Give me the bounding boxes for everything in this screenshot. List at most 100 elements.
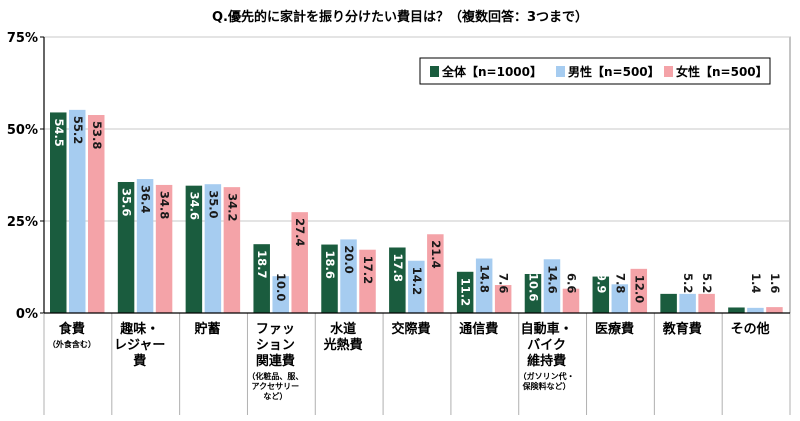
bar [340,239,357,313]
bar [698,293,715,313]
bar [728,307,745,313]
legend-label: 女性【n=500】 [676,64,768,79]
data-label: 34.6 [187,192,201,220]
bar [524,273,542,313]
bar [660,293,677,313]
x-tick-label: その他 [731,321,770,337]
bar [543,259,561,313]
bar [475,258,493,313]
bar [155,184,173,313]
y-tick-label: 50% [7,123,38,138]
bar [747,307,764,313]
bar [291,212,308,313]
bar [50,112,67,313]
data-label: 1.4 [749,273,763,293]
data-label: 17.8 [391,253,405,281]
x-tick-note: （化粧品、服、 [247,371,303,381]
data-label: 27.4 [293,218,307,246]
data-label: 10.6 [526,273,540,301]
y-tick-label: 25% [7,215,38,230]
x-tick-note: アクセサリー [252,381,300,391]
x-tick-label: 食費 [59,321,85,337]
data-label: 35.0 [206,190,220,218]
x-tick-label: 趣味・ [119,321,159,337]
x-tick-label: ション [256,338,295,353]
data-label: 5.2 [681,273,695,293]
x-tick-label: バイク [527,338,566,353]
bar [253,244,270,313]
legend-label: 男性【n=500】 [568,64,660,79]
data-label: 11.2 [459,278,473,306]
bar [679,293,696,313]
data-label: 14.2 [410,267,424,295]
legend-box [419,57,771,85]
bar [766,307,783,313]
data-label: 17.2 [361,256,375,284]
x-tick-label: 自動車・ [521,321,573,337]
data-label: 14.6 [545,265,559,293]
bar [408,260,425,313]
x-tick-label: 貯蓄 [195,321,221,337]
x-tick-label: 光熱費 [323,337,363,353]
x-tick-label: 費 [133,353,146,369]
legend-label: 全体【n=1000】 [441,64,542,79]
data-label: 9.9 [594,273,608,293]
x-tick-label: 教育費 [662,321,702,337]
bar [456,271,474,313]
y-tick-label: 0% [16,307,38,322]
bar [272,276,289,313]
bar [223,187,241,313]
data-label: 21.4 [429,240,443,268]
legend-swatch [664,66,673,77]
x-tick-label: 関連費 [256,353,295,369]
data-label: 7.6 [497,273,511,293]
x-tick-label: レジャー [114,338,165,353]
legend-swatch [556,66,565,77]
data-label: 55.2 [71,116,85,144]
y-tick-label: 75% [7,31,38,46]
bar [562,288,580,313]
x-tick-label: 維持費 [527,353,566,369]
bar [592,276,610,313]
data-label: 12.0 [632,275,646,303]
bar [427,234,444,313]
data-label: 10.0 [274,273,288,301]
bar [117,181,135,313]
bar [88,115,105,314]
bar [611,284,629,313]
legend: 全体【n=1000】 男性【n=500】 女性【n=500】 [419,57,771,85]
x-tick-note: など） [263,391,287,401]
data-label: 35.6 [120,188,134,216]
data-label: 53.8 [90,121,104,149]
bar [630,268,648,313]
data-label: 1.6 [768,273,782,293]
x-tick-label: 水道 [330,321,356,337]
x-tick-label: 通信費 [459,321,498,337]
data-label: 1.5 [730,273,744,293]
bar [204,184,222,313]
bars: 54.5 55.2 53.8 35.6 36.4 34.8 34.6 35.0 34.2 18.7… [50,109,783,314]
x-tick-label: 医療費 [595,321,634,337]
data-label: 5.2 [662,273,676,293]
x-tick-label: ファッ [256,322,295,337]
data-label: 34.8 [158,191,172,219]
data-label: 36.4 [139,185,153,213]
data-label: 18.6 [323,251,337,279]
data-label: 54.5 [52,118,66,146]
data-label: 7.8 [613,273,627,293]
legend-swatch [430,66,439,77]
x-tick-note: （外食含む） [48,339,96,349]
bar [321,244,338,313]
x-tick-note: 保険料など） [522,381,571,391]
data-label: 20.0 [342,245,356,273]
bar [136,179,154,313]
x-tick-label: 交際費 [391,321,430,337]
bar [389,247,406,313]
x-tick-note: （ガソリン代・ [519,371,575,381]
bar [359,249,376,313]
chart-title: Q.優先的に家計を振り分けたい費目は？（複数回答：3つまで） [212,9,588,25]
bar [69,109,86,313]
